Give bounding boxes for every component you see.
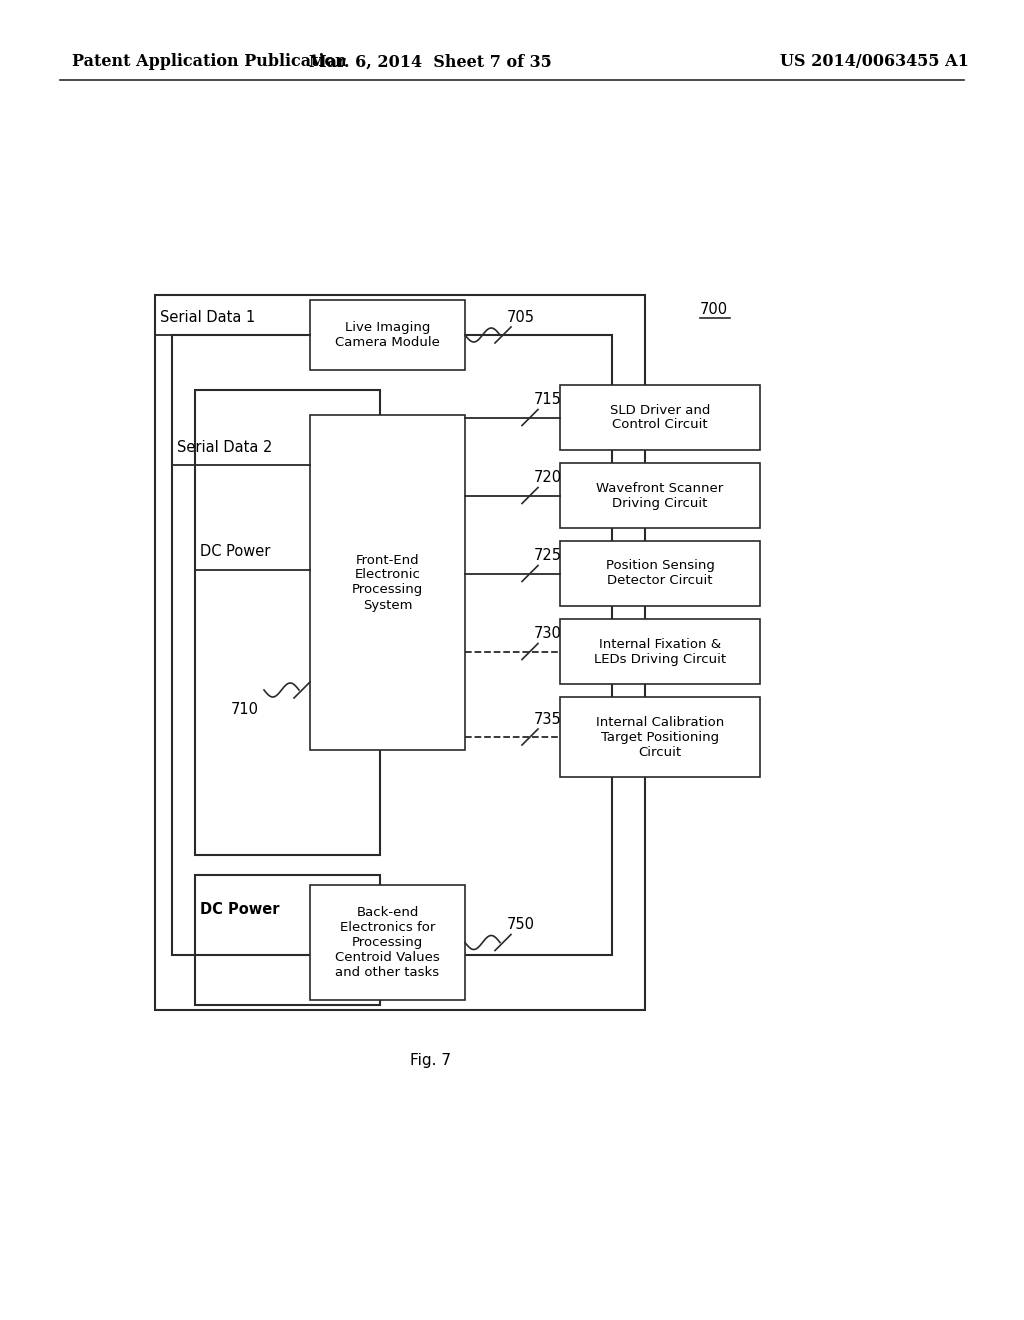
Text: SLD Driver and
Control Circuit: SLD Driver and Control Circuit <box>610 404 711 432</box>
Text: US 2014/0063455 A1: US 2014/0063455 A1 <box>780 54 969 70</box>
Text: Mar. 6, 2014  Sheet 7 of 35: Mar. 6, 2014 Sheet 7 of 35 <box>308 54 551 70</box>
Text: 750: 750 <box>507 917 535 932</box>
Bar <box>195 389 380 855</box>
Text: 710: 710 <box>231 702 259 718</box>
Text: 715: 715 <box>534 392 562 407</box>
Text: 720: 720 <box>534 470 562 484</box>
Text: 705: 705 <box>507 309 535 325</box>
Text: Wavefront Scanner
Driving Circuit: Wavefront Scanner Driving Circuit <box>596 482 724 510</box>
Text: Internal Calibration
Target Positioning
Circuit: Internal Calibration Target Positioning … <box>596 715 724 759</box>
Text: 725: 725 <box>534 548 562 564</box>
Text: Live Imaging
Camera Module: Live Imaging Camera Module <box>335 321 440 348</box>
Bar <box>560 697 760 777</box>
Bar <box>560 385 760 450</box>
Text: DC Power: DC Power <box>200 544 270 560</box>
Text: Front-End
Electronic
Processing
System: Front-End Electronic Processing System <box>352 553 423 611</box>
Bar <box>310 414 465 750</box>
Bar <box>560 463 760 528</box>
Bar <box>310 884 465 1001</box>
Text: Back-end
Electronics for
Processing
Centroid Values
and other tasks: Back-end Electronics for Processing Cent… <box>335 906 440 979</box>
Text: Internal Fixation &
LEDs Driving Circuit: Internal Fixation & LEDs Driving Circuit <box>594 638 726 665</box>
Bar <box>172 335 612 954</box>
Bar <box>195 875 380 1005</box>
Bar <box>155 294 645 1010</box>
Text: Position Sensing
Detector Circuit: Position Sensing Detector Circuit <box>605 560 715 587</box>
Text: Fig. 7: Fig. 7 <box>410 1052 451 1068</box>
Text: Serial Data 2: Serial Data 2 <box>177 440 272 454</box>
Text: Patent Application Publication: Patent Application Publication <box>72 54 347 70</box>
Bar <box>560 619 760 684</box>
Text: Serial Data 1: Serial Data 1 <box>160 309 255 325</box>
Bar <box>310 300 465 370</box>
Text: 730: 730 <box>534 626 562 642</box>
Text: 700: 700 <box>700 302 728 318</box>
Bar <box>560 541 760 606</box>
Text: 735: 735 <box>534 711 562 726</box>
Text: DC Power: DC Power <box>200 903 280 917</box>
